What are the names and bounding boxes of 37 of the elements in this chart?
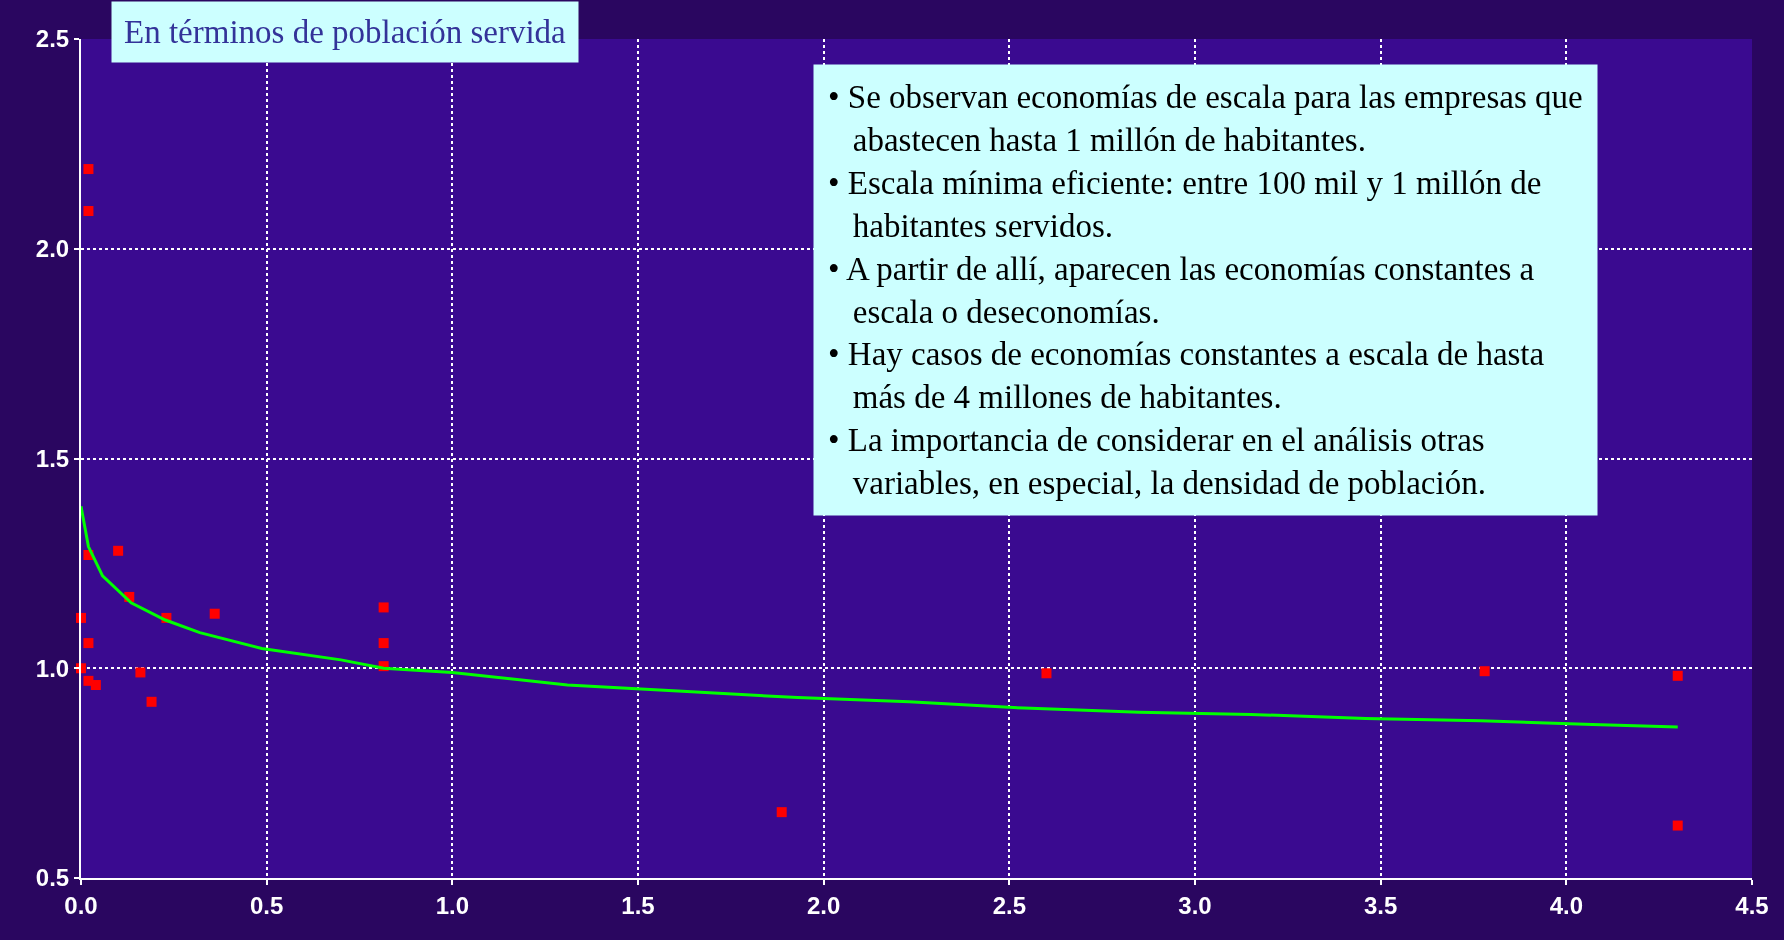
point xyxy=(83,206,94,216)
y-tick-label: 2.5 xyxy=(35,25,70,53)
point xyxy=(1479,666,1490,677)
y-tick-label: 1.5 xyxy=(35,444,70,472)
point xyxy=(776,807,787,818)
line-series xyxy=(81,504,1680,729)
annotation: • Escala mínima eficiente: entre 100 mil y 1 millón de habitantes servidos. xyxy=(828,164,1542,244)
y-tick-label: 0.5 xyxy=(35,864,70,892)
point xyxy=(135,667,146,678)
point xyxy=(90,680,101,691)
annotation: • A partir de allí, aparecen las economías constantes a escala o deseconomías. xyxy=(828,250,1535,330)
point xyxy=(113,545,124,556)
x-tick-label: 4.0 xyxy=(1549,891,1584,919)
x-tick-label: 2.5 xyxy=(992,891,1027,919)
annotation: • Se observan economías de escala para las empresas que abastecen hasta 1 millón de habitantes. xyxy=(828,79,1583,158)
annotation: • La importancia de considerar en el análisis otras variables, en especial, la densidad de población. xyxy=(828,422,1486,502)
annotation: • Hay casos de economías constantes a escala de hasta más de 4 millones de habitantes. xyxy=(828,336,1545,416)
y-tick-label: 2.0 xyxy=(35,235,70,263)
x-tick-label: 1.0 xyxy=(435,891,470,919)
x-tick-label: 4.5 xyxy=(1735,891,1769,919)
point xyxy=(1672,670,1683,681)
x-tick-label: 2.0 xyxy=(806,891,841,919)
point xyxy=(1672,820,1683,831)
x-tick-label: 3.5 xyxy=(1363,891,1398,919)
y-tick-label: 1.0 xyxy=(35,654,70,682)
point xyxy=(1041,668,1052,679)
x-tick-label: 0.0 xyxy=(64,891,98,919)
annotation: En términos de población servida xyxy=(124,14,567,50)
point xyxy=(83,638,94,649)
point xyxy=(83,164,94,175)
point xyxy=(378,602,389,613)
x-tick-label: 0.5 xyxy=(249,891,284,919)
point xyxy=(146,696,157,707)
x-tick-label: 1.5 xyxy=(621,891,655,919)
x-tick-label: 3.0 xyxy=(1178,891,1212,919)
point xyxy=(378,638,389,649)
point xyxy=(209,608,220,619)
